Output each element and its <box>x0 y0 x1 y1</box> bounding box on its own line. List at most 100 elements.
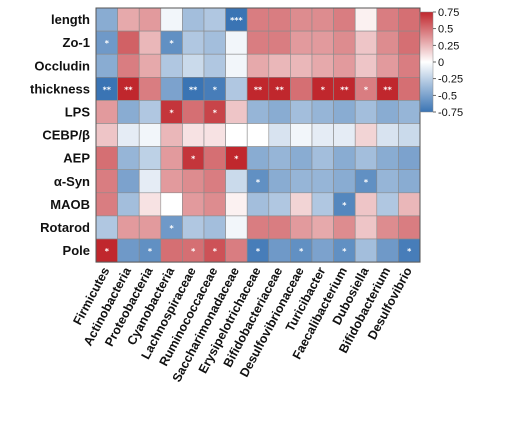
heatmap-cell <box>138 53 162 78</box>
significance-mark: * <box>170 108 175 117</box>
heatmap-cell <box>398 215 421 240</box>
heatmap-cell <box>268 30 291 55</box>
heatmap-cell <box>311 30 334 55</box>
heatmap-cell <box>398 146 421 171</box>
significance-mark: * <box>170 224 175 233</box>
heatmap-cell <box>376 30 399 55</box>
heatmap-cell <box>290 192 313 217</box>
significance-mark: * <box>213 108 218 117</box>
heatmap-cell <box>225 123 248 147</box>
heatmap-cells <box>95 7 421 263</box>
heatmap-cell <box>268 146 291 171</box>
heatmap-cell <box>138 7 162 32</box>
heatmap-cell <box>354 100 378 124</box>
significance-mark: * <box>105 39 110 48</box>
heatmap-cell <box>117 7 140 32</box>
heatmap-cell <box>138 30 162 55</box>
heatmap-cell <box>354 192 378 217</box>
legend-tick-label: 0.75 <box>438 7 459 19</box>
heatmap-cell <box>160 192 183 217</box>
legend-tick-label: -0.75 <box>438 107 463 119</box>
significance-mark: * <box>342 247 347 256</box>
legend-tick-label: -0.5 <box>438 90 457 102</box>
significance-mark: ** <box>254 85 263 94</box>
heatmap-cell <box>138 146 162 171</box>
heatmap-cell <box>203 146 226 171</box>
significance-mark: ** <box>383 85 392 94</box>
heatmap-cell <box>95 215 118 240</box>
legend-tick-label: -0.25 <box>438 74 463 86</box>
row-label: length <box>51 12 90 27</box>
row-label: α-Syn <box>54 174 90 189</box>
heatmap-cell <box>138 169 162 194</box>
heatmap-cell <box>311 100 334 124</box>
heatmap-cell <box>333 215 356 240</box>
legend-tick-label: 0 <box>438 57 444 69</box>
heatmap-cell <box>376 215 399 240</box>
heatmap-cell <box>333 169 356 194</box>
heatmap-cell <box>268 53 291 78</box>
heatmap-cell <box>268 7 291 32</box>
significance-mark: * <box>234 155 239 164</box>
heatmap-cell <box>95 192 118 217</box>
heatmap-cell <box>311 123 334 147</box>
heatmap-cell <box>117 169 140 194</box>
heatmap-cell <box>95 146 118 171</box>
significance-mark: * <box>321 85 326 94</box>
heatmap-cell <box>311 53 334 78</box>
heatmap-cell <box>354 238 378 263</box>
heatmap-cell <box>398 123 421 147</box>
heatmap-cell <box>138 77 162 101</box>
heatmap-cell <box>398 7 421 32</box>
significance-mark: * <box>191 247 196 256</box>
heatmap-cell <box>95 7 118 32</box>
heatmap-cell <box>225 192 248 217</box>
heatmap-cell <box>290 146 313 171</box>
heatmap-cell <box>354 123 378 147</box>
heatmap-cell <box>268 215 291 240</box>
heatmap-cell <box>203 192 226 217</box>
heatmap-cell <box>225 169 248 194</box>
heatmap-cell <box>182 169 205 194</box>
heatmap-cell <box>225 215 248 240</box>
heatmap-cell <box>268 238 291 263</box>
heatmap-cell <box>333 146 356 171</box>
heatmap-cell <box>354 30 378 55</box>
row-label: Rotarod <box>40 220 90 235</box>
heatmap-cell <box>354 53 378 78</box>
heatmap-cell <box>311 238 334 263</box>
heatmap-cell <box>203 7 226 32</box>
heatmap-cell <box>311 215 334 240</box>
heatmap-cell <box>290 169 313 194</box>
significance-marks: **** *** ** ** * ** ** * ** * *** ** ** **** * * * * * * * <box>103 16 412 256</box>
significance-mark: *** <box>230 16 243 25</box>
heatmap-cell <box>246 146 270 171</box>
heatmap-cell <box>333 30 356 55</box>
heatmap-cell <box>246 7 270 32</box>
heatmap-cell <box>398 30 421 55</box>
heatmap-cell <box>95 53 118 78</box>
heatmap-cell <box>117 238 140 263</box>
row-label: Pole <box>63 243 90 258</box>
heatmap-cell <box>354 146 378 171</box>
heatmap-cell <box>376 123 399 147</box>
significance-mark: * <box>191 155 196 164</box>
legend-tick-label: 0.25 <box>438 40 459 52</box>
significance-mark: * <box>148 247 153 256</box>
heatmap-cell <box>376 100 399 124</box>
significance-mark: ** <box>340 85 349 94</box>
row-label: Occludin <box>34 58 90 73</box>
heatmap-cell <box>138 192 162 217</box>
heatmap-cell <box>376 192 399 217</box>
heatmap-cell <box>203 169 226 194</box>
significance-mark: * <box>170 39 175 48</box>
heatmap-cell <box>376 169 399 194</box>
heatmap-cell <box>333 123 356 147</box>
heatmap-cell <box>268 100 291 124</box>
heatmap-cell <box>246 53 270 78</box>
heatmap-cell <box>117 215 140 240</box>
significance-mark: * <box>299 247 304 256</box>
heatmap-cell <box>398 77 421 101</box>
heatmap-cell <box>376 53 399 78</box>
heatmap-cell <box>290 100 313 124</box>
